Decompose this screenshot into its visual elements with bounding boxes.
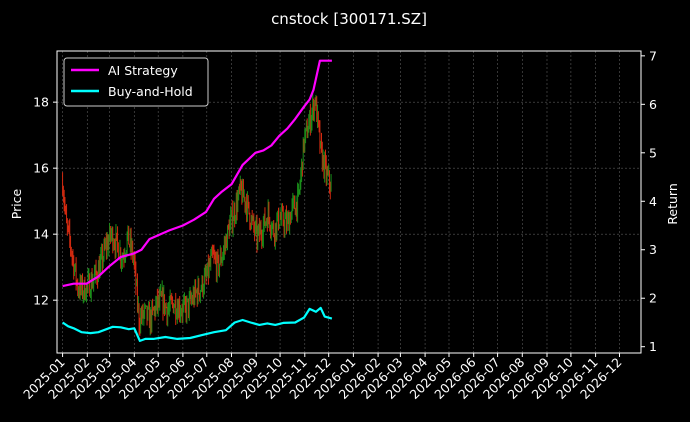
- legend-ai-strategy-label: AI Strategy: [108, 63, 178, 78]
- y-right-tick-label: 1: [649, 339, 657, 354]
- y-right-tick-label: 3: [649, 242, 657, 257]
- y-axis-right-label: Return: [665, 183, 680, 224]
- buy-and-hold-line: [61, 306, 333, 342]
- y-left-tick-label: 14: [33, 227, 49, 242]
- y-left-tick-label: 16: [33, 161, 49, 176]
- y-right-tick-label: 6: [649, 97, 657, 112]
- y-axis-left-label: Price: [9, 188, 24, 219]
- chart-title: cnstock [300171.SZ]: [271, 10, 427, 28]
- legend-buy-and-hold-label: Buy-and-Hold: [108, 84, 193, 99]
- legend: AI Strategy Buy-and-Hold: [63, 57, 209, 107]
- y-right-tick-label: 5: [649, 145, 657, 160]
- y-left-tick-label: 18: [33, 95, 49, 110]
- ai-strategy-line: [62, 59, 332, 288]
- plot-frame: [56, 50, 642, 354]
- y-left-tick-label: 12: [33, 293, 49, 308]
- y-right-tick-label: 4: [649, 194, 657, 209]
- legend-frame: [63, 57, 209, 107]
- y-right-tick-label: 2: [649, 291, 657, 306]
- y-right-tick-label: 7: [649, 48, 657, 63]
